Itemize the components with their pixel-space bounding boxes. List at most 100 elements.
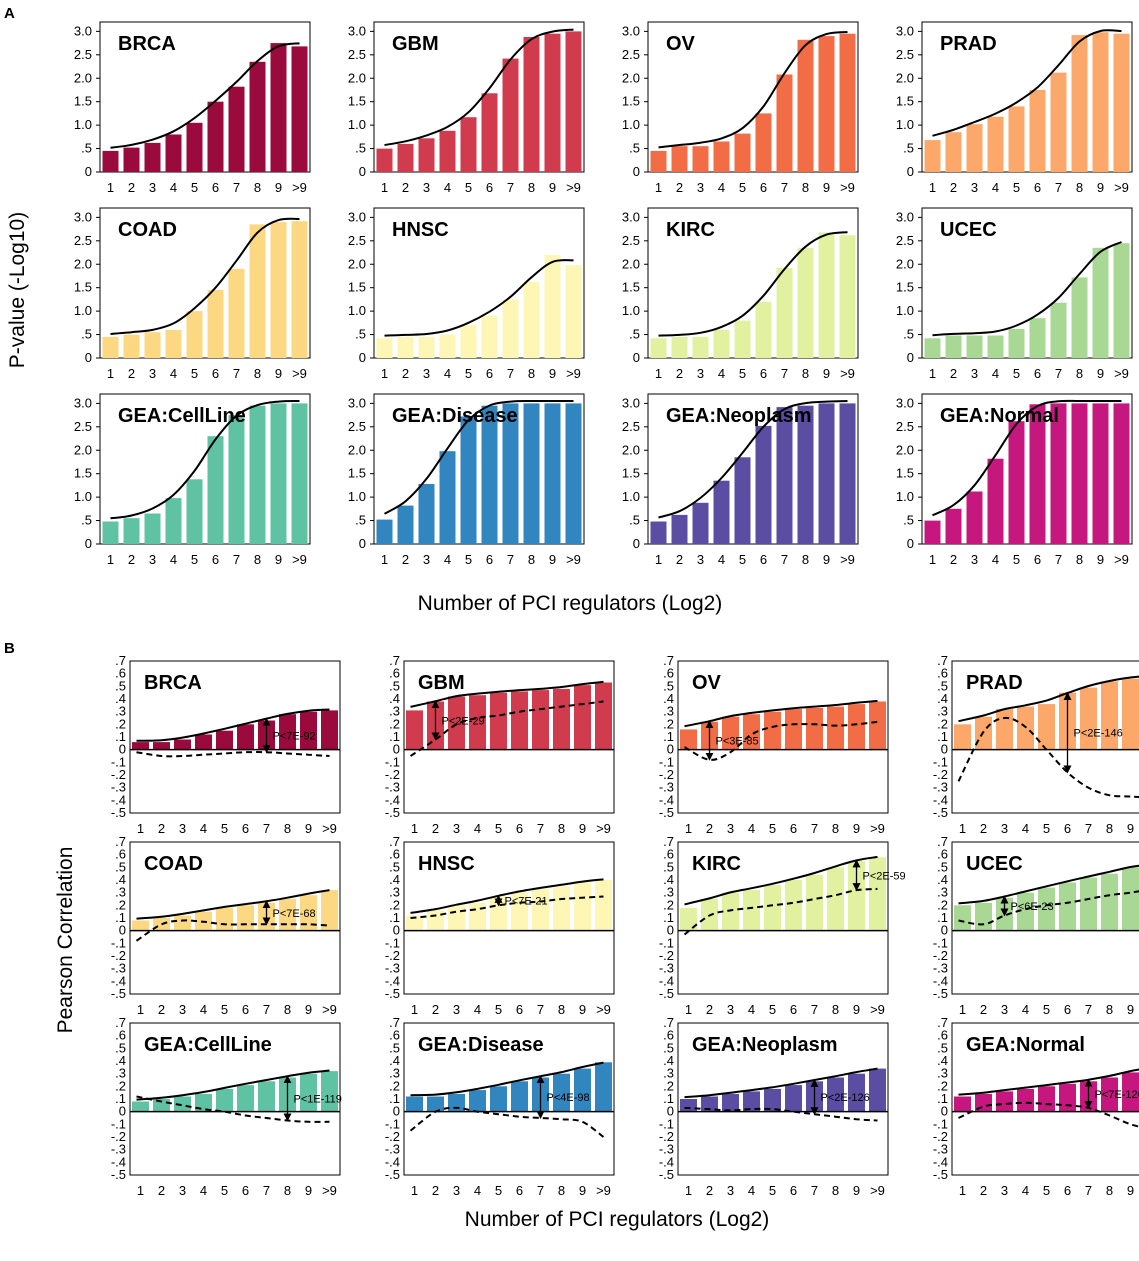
- bar: [291, 221, 308, 358]
- panel-a-ucec: 0 .5 1.0 1.5 2.0 2.5 3.0 1 2 3 4 5 6 7 8 9 >9 UCEC: [896, 207, 1133, 381]
- panel-frame: [129, 841, 341, 995]
- bar: [448, 905, 465, 931]
- x-tick-label: 7: [233, 366, 240, 381]
- y-tick-label: .5: [663, 859, 674, 874]
- y-tick-label: .7: [389, 653, 400, 668]
- panel-title: OV: [692, 672, 722, 694]
- y-tick-label: 2.5: [622, 419, 640, 434]
- bar: [523, 37, 540, 172]
- bar: [945, 335, 962, 358]
- y-tick-label: .2: [389, 716, 400, 731]
- y-tick-label: 2.5: [348, 233, 366, 248]
- x-tick-label: 9: [549, 366, 556, 381]
- panel-title: GBM: [418, 672, 465, 694]
- trend-line-solid: [136, 708, 330, 742]
- bar: [785, 1085, 802, 1112]
- y-tick-label: -.3: [385, 961, 400, 976]
- y-tick-label: 2.5: [622, 233, 640, 248]
- x-tick-label: 2: [950, 552, 957, 567]
- y-tick-label: .6: [663, 1028, 674, 1043]
- y-tick-label: .3: [389, 1066, 400, 1081]
- bar: [722, 716, 739, 750]
- y-tick-label: 0: [667, 1104, 674, 1119]
- bar: [680, 907, 697, 931]
- pvalue-label: P<3E-85: [716, 735, 759, 747]
- panel-frame: [677, 1022, 889, 1176]
- y-tick-label: .5: [937, 859, 948, 874]
- y-tick-label: .6: [389, 666, 400, 681]
- trend-line-dashed: [958, 1101, 1139, 1128]
- x-tick-label: 2: [980, 821, 987, 836]
- y-tick-label: .1: [937, 910, 948, 925]
- bar: [460, 117, 477, 172]
- bar: [490, 692, 507, 750]
- y-tick-label: .2: [389, 1078, 400, 1093]
- bar: [996, 709, 1013, 750]
- bar: [797, 247, 814, 358]
- y-tick-label: 3.0: [622, 209, 640, 224]
- y-tick-label: -.4: [933, 973, 948, 988]
- x-tick-label: 4: [718, 552, 725, 567]
- x-tick-label: >9: [292, 366, 307, 381]
- bar: [713, 141, 730, 172]
- x-tick-label: 8: [802, 552, 809, 567]
- panel-title: GEA:Neoplasm: [692, 1034, 838, 1056]
- panel-title: KIRC: [666, 219, 715, 241]
- x-tick-label: 9: [1097, 366, 1104, 381]
- y-tick-label: 1.0: [348, 117, 366, 132]
- panel-frame: [921, 21, 1133, 173]
- panel-b-gea-neoplasm: .7.6.5.4.3.2.10-.1-.2-.3-.4-.5 1 2 3 4 5 6 7 8 9 >…: [659, 1015, 889, 1198]
- x-tick-label: 2: [706, 1183, 713, 1198]
- y-tick-label: 1.0: [896, 117, 914, 132]
- y-tick-label: -.5: [111, 805, 126, 820]
- y-tick-label: 3.0: [74, 395, 92, 410]
- bar: [132, 742, 149, 750]
- y-tick-label: 1.5: [348, 280, 366, 295]
- trend-line-solid: [410, 878, 604, 914]
- bar: [321, 1071, 338, 1112]
- pvalue-label: P<6E-23: [1011, 901, 1054, 913]
- x-tick-label: 9: [305, 821, 312, 836]
- bar: [270, 222, 287, 358]
- y-tick-label: 3.0: [348, 23, 366, 38]
- x-tick-label: 2: [432, 1183, 439, 1198]
- x-tick-label: 4: [200, 1183, 207, 1198]
- y-tick-label: -.2: [659, 767, 674, 782]
- trend-line-solid: [410, 680, 604, 708]
- y-tick-label: 2.0: [74, 256, 92, 271]
- pvalue-label: P<2E-126: [821, 1092, 870, 1104]
- trend-line: [110, 42, 300, 149]
- x-tick-label: 2: [980, 1183, 987, 1198]
- x-tick-label: 9: [853, 1002, 860, 1017]
- y-tick-label: .4: [937, 872, 948, 887]
- x-tick-label: 5: [739, 552, 746, 567]
- y-tick-label: .5: [81, 513, 92, 528]
- bar: [270, 43, 287, 172]
- y-tick-label: .5: [81, 141, 92, 156]
- y-tick-label: .4: [663, 1053, 674, 1068]
- bar: [650, 521, 667, 544]
- y-tick-label: -.4: [385, 973, 400, 988]
- x-tick-label: 4: [444, 366, 451, 381]
- x-tick-label: 7: [1055, 180, 1062, 195]
- bar: [249, 405, 266, 544]
- panel-title: UCEC: [966, 853, 1023, 875]
- y-tick-label: .2: [937, 1078, 948, 1093]
- y-tick-label: -.4: [659, 973, 674, 988]
- trend-line: [383, 399, 574, 515]
- x-tick-label: 3: [971, 366, 978, 381]
- x-tick-label: 1: [381, 552, 388, 567]
- trend-line-solid: [684, 699, 878, 728]
- y-tick-label: 3.0: [348, 209, 366, 224]
- x-tick-label: 3: [179, 1183, 186, 1198]
- y-tick-label: .1: [663, 910, 674, 925]
- panel-frame: [403, 660, 615, 814]
- x-tick-label: 4: [992, 552, 999, 567]
- y-tick-label: .5: [903, 513, 914, 528]
- panel-title: BRCA: [118, 33, 176, 55]
- trend-line-dashed: [684, 1106, 878, 1122]
- bar: [1038, 1086, 1055, 1112]
- y-tick-label: 1.5: [622, 94, 640, 109]
- trend-line-dashed: [958, 890, 1139, 926]
- bar: [1101, 681, 1118, 750]
